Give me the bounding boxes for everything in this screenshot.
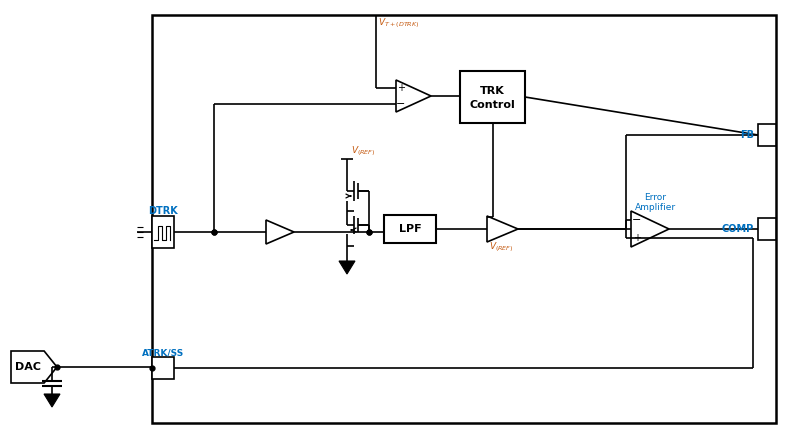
Polygon shape xyxy=(339,261,355,274)
Text: +: + xyxy=(397,83,405,93)
Bar xyxy=(460,71,525,123)
Text: −: − xyxy=(397,99,405,109)
Polygon shape xyxy=(266,220,294,244)
Text: FB: FB xyxy=(740,130,754,140)
Text: $V_{(REF)}$: $V_{(REF)}$ xyxy=(351,144,376,158)
Polygon shape xyxy=(631,211,669,247)
Text: DAC: DAC xyxy=(14,362,41,372)
Bar xyxy=(152,216,174,248)
Text: +: + xyxy=(633,233,641,243)
Text: COMP: COMP xyxy=(721,224,754,234)
Bar xyxy=(384,215,436,243)
Bar xyxy=(758,218,776,240)
Text: LPF: LPF xyxy=(399,224,421,234)
Text: $V_{T+(DTRK)}$: $V_{T+(DTRK)}$ xyxy=(378,16,420,30)
Text: Amplifier: Amplifier xyxy=(634,202,676,212)
Polygon shape xyxy=(11,351,57,383)
Text: −: − xyxy=(632,215,642,225)
Text: $V_{(REF)}$: $V_{(REF)}$ xyxy=(489,240,514,254)
Text: DTRK: DTRK xyxy=(148,206,178,216)
Text: Control: Control xyxy=(470,100,516,110)
Text: TRK: TRK xyxy=(480,86,505,96)
Bar xyxy=(758,124,776,146)
Bar xyxy=(152,15,776,423)
Bar xyxy=(152,357,174,379)
Polygon shape xyxy=(396,80,431,112)
Polygon shape xyxy=(44,394,60,407)
Text: ATRK/SS: ATRK/SS xyxy=(142,348,184,358)
Polygon shape xyxy=(487,216,518,242)
Text: Error: Error xyxy=(644,193,666,202)
